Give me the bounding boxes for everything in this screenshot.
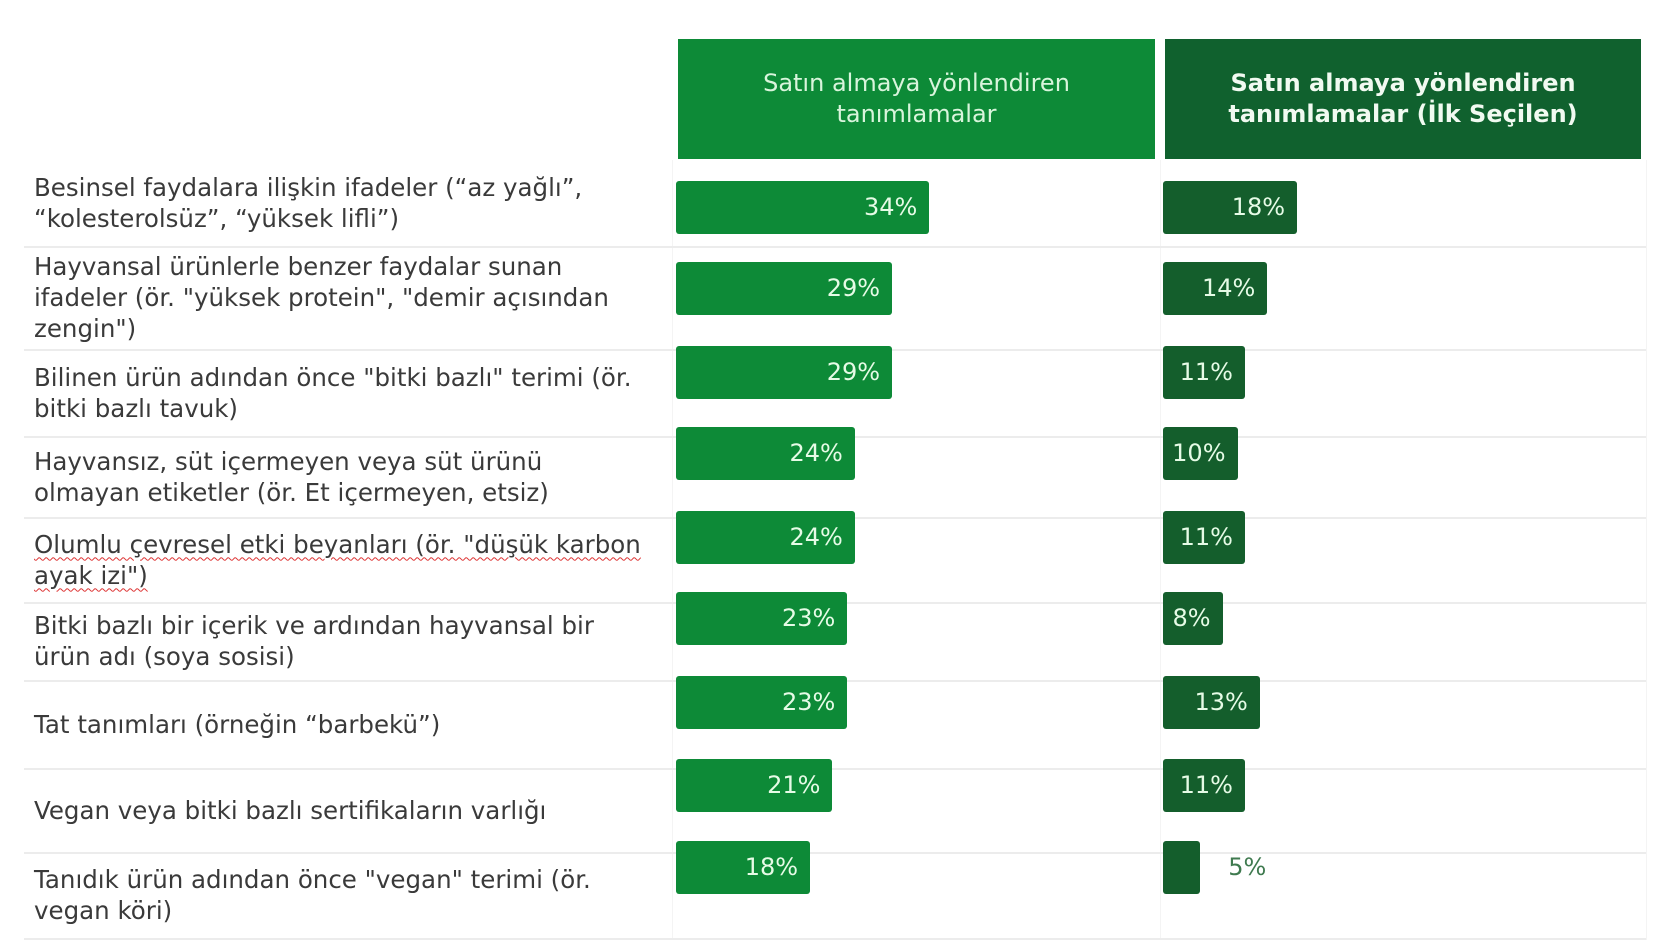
row-label-text: Olumlu çevresel etki beyanları (ör. "düş…: [34, 529, 641, 590]
bar-value-label-all-selections: 29%: [826, 274, 881, 302]
bar-first-selection: [1163, 592, 1223, 645]
bar-all-selections: [676, 511, 855, 564]
bar-value-label-first-selection: 8%: [1172, 604, 1211, 632]
bar-value-label-first-selection: 11%: [1179, 358, 1233, 386]
row-label: Hayvansal ürünlerle benzer faydalar suna…: [34, 246, 654, 349]
bar-value-label-first-selection: 5%: [1228, 853, 1267, 881]
row-label-text: Vegan veya bitki bazlı sertifikaların va…: [34, 795, 547, 825]
column-divider: [672, 160, 673, 940]
bar-first-selection: [1163, 262, 1268, 315]
row-label: Bitki bazlı bir içerik ve ardından hayva…: [34, 602, 654, 680]
bar-all-selections: [676, 759, 833, 812]
bar-value-label-first-selection: 14%: [1201, 274, 1256, 302]
bar-value-label-first-selection: 13%: [1194, 688, 1248, 716]
row-separator: [24, 246, 1646, 248]
column-header-first-selection: Satın almaya yönlendiren tanımlamalar (İ…: [1165, 39, 1641, 159]
column-header-first-selection-text: Satın almaya yönlendiren tanımlamalar (İ…: [1228, 69, 1578, 128]
row-label-text: Hayvansal ürünlerle benzer faydalar suna…: [34, 252, 609, 343]
bar-value-label-all-selections: 34%: [863, 193, 918, 221]
bar-all-selections: [676, 841, 811, 894]
row-label-text: Hayvansız, süt içermeyen veya süt ürünü …: [34, 446, 549, 507]
row-separator: [24, 938, 1646, 940]
row-label: Besinsel faydalara ilişkin ifadeler (“az…: [34, 160, 654, 246]
bar-first-selection: [1163, 511, 1245, 564]
bar-all-selections: [676, 181, 930, 234]
row-label: Tanıdık ürün adından önce "vegan" terimi…: [34, 852, 654, 938]
bar-value-label-first-selection: 18%: [1231, 193, 1286, 221]
row-label: Hayvansız, süt içermeyen veya süt ürünü …: [34, 436, 654, 517]
bar-all-selections: [676, 427, 855, 480]
bar-value-label-first-selection: 11%: [1179, 771, 1233, 799]
bar-first-selection: [1163, 427, 1238, 480]
bar-all-selections: [676, 676, 848, 729]
bar-first-selection: [1163, 841, 1201, 894]
bar-value-label-all-selections: 24%: [789, 523, 843, 551]
bar-value-label-all-selections: 29%: [826, 358, 881, 386]
column-divider: [1646, 160, 1647, 940]
row-label-text: Tanıdık ürün adından önce "vegan" terimi…: [34, 865, 591, 925]
bar-first-selection: [1163, 759, 1245, 812]
bar-all-selections: [676, 262, 893, 315]
column-header-all-selections-text: Satın almaya yönlendiren tanımlamalar: [763, 69, 1070, 128]
column-header-all-selections: Satın almaya yönlendiren tanımlamalar: [678, 39, 1155, 159]
bar-value-label-all-selections: 24%: [789, 439, 843, 467]
row-label-text: Bitki bazlı bir içerik ve ardından hayva…: [34, 611, 594, 671]
row-label: Olumlu çevresel etki beyanları (ör. "düş…: [34, 517, 654, 602]
bar-first-selection: [1163, 346, 1245, 399]
bar-value-label-first-selection: 10%: [1172, 439, 1226, 467]
bar-value-label-all-selections: 23%: [782, 604, 836, 632]
row-label: Tat tanımları (örneğin “barbekü”): [34, 680, 654, 768]
row-label-text: Bilinen ürün adından önce "bitki bazlı" …: [34, 362, 632, 423]
row-label: Bilinen ürün adından önce "bitki bazlı" …: [34, 349, 654, 436]
bar-all-selections: [676, 592, 848, 645]
row-separator: [24, 852, 1646, 854]
bar-all-selections: [676, 346, 893, 399]
row-label-text: Besinsel faydalara ilişkin ifadeler (“az…: [34, 173, 583, 233]
bar-value-label-all-selections: 18%: [744, 853, 799, 881]
column-divider: [1160, 160, 1161, 940]
row-label-text: Tat tanımları (örneğin “barbekü”): [34, 709, 441, 739]
bar-value-label-all-selections: 23%: [782, 688, 836, 716]
bar-first-selection: [1163, 181, 1298, 234]
bar-first-selection: [1163, 676, 1260, 729]
bar-value-label-first-selection: 11%: [1179, 523, 1233, 551]
row-label: Vegan veya bitki bazlı sertifikaların va…: [34, 768, 654, 852]
bar-value-label-all-selections: 21%: [767, 771, 821, 799]
row-separator: [24, 768, 1646, 770]
